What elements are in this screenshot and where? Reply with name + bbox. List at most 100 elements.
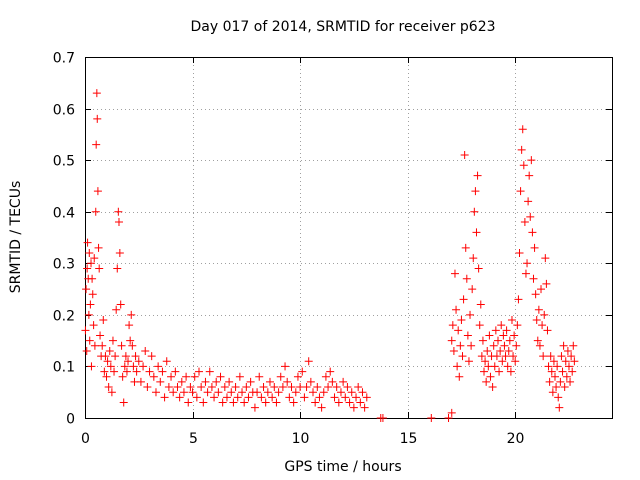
data-point: [160, 393, 169, 402]
data-point: [560, 383, 569, 392]
data-point: [354, 383, 363, 392]
data-point: [158, 367, 167, 376]
y-tick-label: 0.5: [53, 154, 75, 170]
data-point: [569, 341, 578, 350]
data-point: [444, 414, 453, 422]
data-point: [222, 393, 231, 402]
data-point: [539, 352, 548, 361]
data-point: [458, 352, 467, 361]
data-point: [534, 305, 543, 314]
data-point: [122, 367, 131, 376]
data-point: [427, 414, 436, 422]
data-point: [541, 254, 550, 263]
data-point: [362, 393, 371, 402]
data-point: [105, 346, 114, 355]
data-point: [334, 398, 343, 407]
data-point: [216, 372, 225, 381]
chart-title: Day 017 of 2014, SRMTID for receiver p62…: [190, 19, 495, 35]
data-point: [220, 383, 229, 392]
data-point: [336, 388, 345, 397]
data-point: [201, 377, 210, 386]
y-tick-label: 0.4: [53, 206, 75, 222]
x-axis-label: GPS time / hours: [284, 459, 401, 475]
data-point: [488, 383, 497, 392]
data-point: [289, 398, 298, 407]
data-point: [570, 357, 579, 366]
data-point: [449, 346, 458, 355]
data-point: [356, 398, 365, 407]
data-point: [562, 372, 571, 381]
data-point: [517, 145, 526, 154]
y-tick-label: 0.6: [53, 103, 75, 119]
data-point: [550, 372, 559, 381]
data-point: [91, 207, 100, 216]
data-point: [259, 383, 268, 392]
data-point: [556, 377, 565, 386]
data-point: [306, 377, 315, 386]
data-point: [495, 367, 504, 376]
data-point: [197, 383, 206, 392]
data-point: [315, 393, 324, 402]
data-point: [114, 218, 123, 227]
data-point: [82, 346, 91, 355]
data-point: [472, 228, 481, 237]
data-point: [510, 331, 519, 340]
data-point: [212, 377, 221, 386]
data-point: [313, 383, 322, 392]
data-point: [475, 321, 484, 330]
data-point: [117, 341, 126, 350]
data-point: [567, 352, 576, 361]
data-point: [502, 326, 511, 335]
data-point: [463, 331, 472, 340]
data-point: [358, 388, 367, 397]
data-point: [483, 346, 492, 355]
data-point: [278, 383, 287, 392]
y-tick-label: 0.1: [53, 360, 75, 376]
data-point: [227, 388, 236, 397]
data-point: [100, 367, 109, 376]
data-point: [498, 357, 507, 366]
x-tick-label: 0: [81, 431, 90, 447]
data-point: [455, 372, 464, 381]
data-point: [244, 393, 253, 402]
data-point: [231, 383, 240, 392]
data-point: [512, 341, 521, 350]
data-point: [92, 89, 101, 98]
data-point: [343, 383, 352, 392]
data-point: [505, 336, 514, 345]
data-point: [111, 352, 120, 361]
data-point: [548, 388, 557, 397]
data-point: [128, 341, 137, 350]
data-point: [460, 150, 469, 159]
data-point: [466, 310, 475, 319]
data-point: [511, 357, 520, 366]
data-point: [126, 336, 135, 345]
data-point: [328, 377, 337, 386]
data-point: [549, 357, 558, 366]
data-point: [545, 377, 554, 386]
data-point: [559, 341, 568, 350]
data-point: [493, 336, 502, 345]
data-point: [167, 372, 176, 381]
data-point: [470, 207, 479, 216]
data-point: [229, 398, 238, 407]
data-point: [459, 295, 468, 304]
data-point: [302, 383, 311, 392]
data-point: [448, 321, 457, 330]
data-point: [561, 357, 570, 366]
x-tick-label: 15: [400, 431, 418, 447]
y-tick-label: 0.7: [53, 51, 75, 67]
data-point: [360, 403, 369, 412]
data-point: [319, 388, 328, 397]
y-tick-label: 0.2: [53, 309, 75, 325]
data-point: [274, 388, 283, 397]
y-axis-label: SRMTID / TECUs: [8, 181, 24, 294]
data-point: [263, 388, 272, 397]
data-point: [471, 187, 480, 196]
data-point: [526, 212, 535, 221]
data-point: [524, 197, 533, 206]
data-point: [564, 362, 573, 371]
data-point: [114, 207, 123, 216]
data-point: [485, 331, 494, 340]
data-point: [102, 372, 111, 381]
